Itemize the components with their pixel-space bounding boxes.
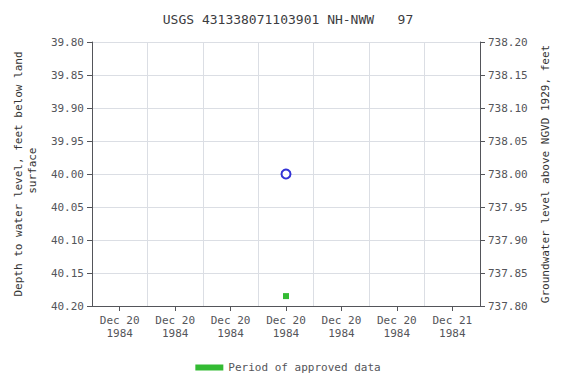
svg-text:1984: 1984 [328, 327, 355, 340]
svg-text:Dec 20: Dec 20 [211, 314, 251, 327]
svg-text:USGS 431338071103901 NH-NWW: USGS 431338071103901 NH-NWW 97 [163, 12, 413, 27]
svg-text:738.15: 738.15 [488, 69, 528, 82]
svg-text:40.05: 40.05 [51, 201, 84, 214]
svg-text:Dec 20: Dec 20 [266, 314, 306, 327]
svg-text:Groundwater level above NGVD 1: Groundwater level above NGVD 1929, feet [539, 45, 552, 303]
svg-text:39.80: 39.80 [51, 36, 84, 49]
svg-text:1984: 1984 [162, 327, 189, 340]
svg-text:1984: 1984 [439, 327, 466, 340]
svg-text:Depth to water level, feet bel: Depth to water level, feet below land [12, 51, 25, 296]
svg-text:Dec 21: Dec 21 [432, 314, 472, 327]
svg-text:Period of approved data: Period of approved data [228, 361, 380, 374]
svg-text:40.10: 40.10 [51, 234, 84, 247]
svg-text:39.95: 39.95 [51, 135, 84, 148]
svg-text:Dec 20: Dec 20 [377, 314, 417, 327]
svg-text:39.85: 39.85 [51, 69, 84, 82]
svg-text:39.90: 39.90 [51, 102, 84, 115]
svg-text:737.85: 737.85 [488, 267, 528, 280]
svg-text:Dec 20: Dec 20 [100, 314, 140, 327]
svg-text:Dec 20: Dec 20 [322, 314, 362, 327]
svg-text:40.15: 40.15 [51, 267, 84, 280]
svg-text:737.80: 737.80 [488, 300, 528, 313]
svg-text:1984: 1984 [273, 327, 300, 340]
svg-text:738.20: 738.20 [488, 36, 528, 49]
svg-text:1984: 1984 [384, 327, 411, 340]
svg-text:40.20: 40.20 [51, 300, 84, 313]
svg-text:737.90: 737.90 [488, 234, 528, 247]
svg-text:Dec 20: Dec 20 [155, 314, 195, 327]
svg-text:surface: surface [26, 148, 39, 201]
svg-text:40.00: 40.00 [51, 168, 84, 181]
svg-text:1984: 1984 [217, 327, 244, 340]
svg-text:737.95: 737.95 [488, 201, 528, 214]
svg-text:738.05: 738.05 [488, 135, 528, 148]
svg-text:738.10: 738.10 [488, 102, 528, 115]
svg-text:1984: 1984 [106, 327, 133, 340]
svg-text:738.00: 738.00 [488, 168, 528, 181]
